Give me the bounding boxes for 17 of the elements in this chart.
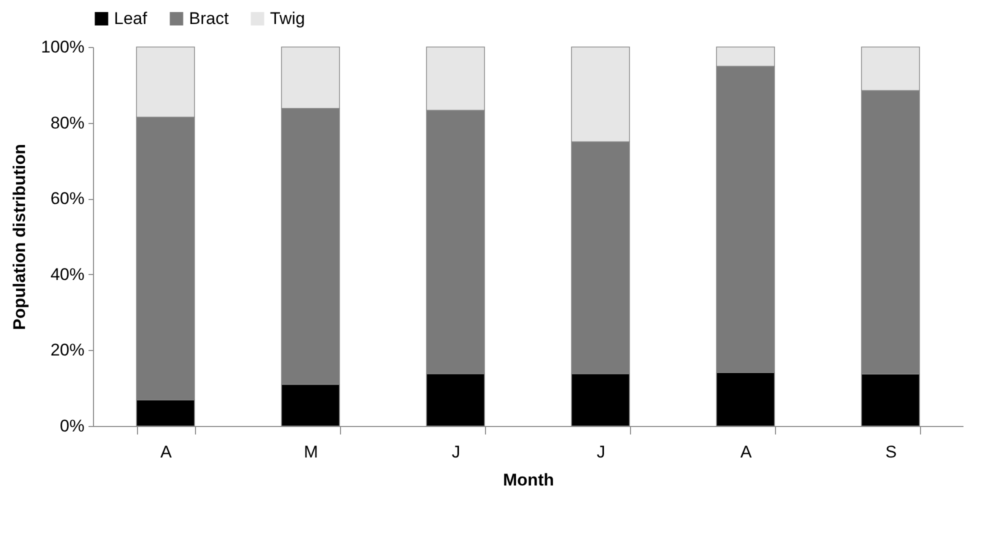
y-axis-title: Population distribution (10, 144, 30, 330)
y-tick-label: 40% (50, 264, 84, 284)
y-tick-label: 60% (50, 189, 84, 208)
x-axis-title: Month (503, 470, 554, 490)
y-tick-label: 80% (50, 113, 84, 132)
y-tick-label: 0% (60, 416, 84, 436)
y-tick-label: 20% (50, 340, 84, 360)
x-tick-label: A (740, 442, 752, 462)
x-tick-label: J (452, 442, 460, 462)
x-tick-label: S (885, 442, 897, 462)
legend-label: Leaf (114, 8, 148, 28)
legend-label: Twig (270, 8, 305, 28)
x-tick-label: A (160, 442, 172, 462)
x-tick-label: M (304, 442, 318, 462)
legend-label: Bract (189, 8, 229, 28)
y-tick-label: 100% (41, 38, 84, 56)
x-tick-label: J (596, 442, 606, 462)
